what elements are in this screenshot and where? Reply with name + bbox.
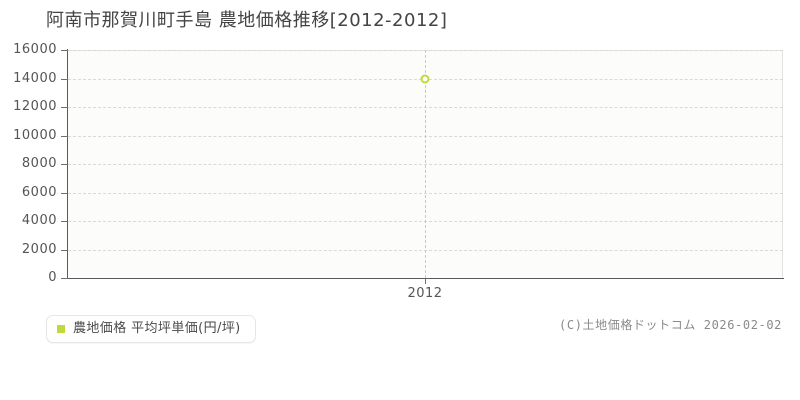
y-tick-label: 10000 — [13, 127, 57, 143]
y-tick-mark — [61, 135, 68, 137]
y-tick-label: 16000 — [13, 42, 57, 57]
y-tick-label: 2000 — [21, 241, 57, 257]
y-tick-label: 4000 — [21, 213, 57, 228]
legend-swatch-icon — [57, 325, 65, 333]
gridline-vertical — [425, 50, 426, 278]
chart-legend[interactable]: 農地価格 平均坪単価(円/坪) — [46, 315, 256, 343]
y-tick-label: 0 — [48, 270, 57, 285]
y-tick-mark — [61, 107, 68, 108]
legend-item-label: 農地価格 平均坪単価(円/坪) — [73, 321, 241, 336]
x-tick-mark — [425, 278, 426, 284]
y-tick-mark — [61, 78, 68, 80]
y-tick-label: 6000 — [21, 184, 57, 200]
y-tick-mark — [61, 221, 68, 222]
y-tick-mark — [61, 50, 68, 51]
y-tick-mark — [61, 192, 68, 194]
chart-title: 阿南市那賀川町手島 農地価格推移[2012-2012] — [46, 10, 448, 31]
copyright-text: (C)土地価格ドットコム 2026-02-02 — [559, 318, 782, 332]
y-tick-mark — [61, 278, 68, 279]
y-tick-label: 12000 — [13, 99, 57, 114]
y-tick-label: 14000 — [13, 70, 57, 86]
y-tick-mark — [61, 164, 68, 165]
x-tick-label: 2012 — [407, 286, 443, 301]
y-tick-mark — [61, 249, 68, 251]
y-tick-label: 8000 — [21, 156, 57, 171]
data-point[interactable] — [420, 74, 430, 83]
